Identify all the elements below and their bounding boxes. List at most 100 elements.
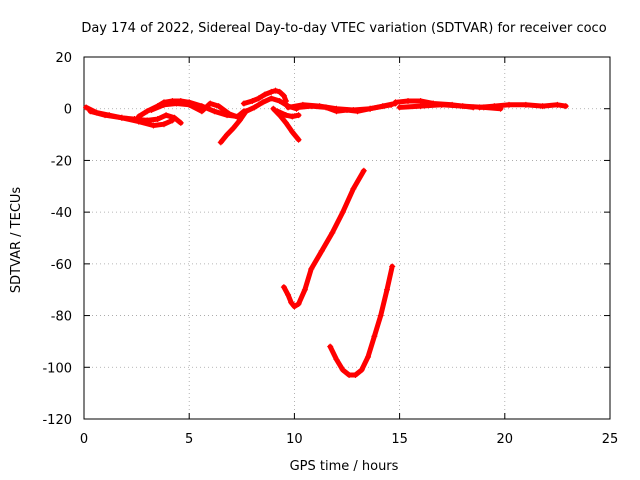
- data-point-marker: [371, 333, 378, 340]
- data-point-marker: [150, 122, 157, 129]
- data-point-marker: [270, 105, 277, 112]
- y-tick-label: -100: [42, 361, 72, 376]
- x-tick-label: 0: [80, 432, 88, 447]
- data-point-marker: [268, 95, 275, 102]
- data-point-marker: [102, 112, 109, 119]
- data-point-marker: [318, 247, 325, 254]
- data-point-marker: [289, 128, 296, 135]
- data-point-marker: [135, 113, 142, 120]
- data-point-marker: [272, 87, 279, 94]
- data-point-marker: [491, 103, 498, 110]
- data-point-marker: [379, 103, 386, 110]
- data-point-marker: [360, 167, 367, 174]
- data-point-marker: [333, 108, 340, 115]
- data-point-marker: [230, 125, 237, 132]
- data-point-marker: [308, 103, 315, 110]
- data-point-marker: [280, 284, 287, 291]
- data-point-marker: [169, 117, 176, 124]
- data-point-marker: [173, 100, 180, 107]
- data-point-marker: [417, 97, 424, 104]
- y-tick-label: -60: [51, 258, 72, 273]
- x-tick-label: 20: [497, 432, 514, 447]
- data-point-marker: [83, 104, 90, 111]
- data-point-marker: [276, 97, 283, 104]
- data-point-marker: [280, 92, 287, 99]
- data-point-marker: [333, 356, 340, 363]
- x-tick-label: 15: [391, 432, 408, 447]
- data-point-marker: [339, 366, 346, 373]
- y-axis-title: SDTVAR / TECUs: [9, 187, 24, 294]
- data-point-marker: [288, 299, 295, 306]
- plot-frame: [83, 56, 611, 420]
- data-point-marker: [383, 286, 390, 293]
- y-tick-label: 20: [55, 51, 72, 66]
- data-point-marker: [215, 103, 222, 110]
- data-point-marker: [211, 108, 218, 115]
- data-point-marker: [358, 366, 365, 373]
- data-point-marker: [144, 108, 151, 115]
- data-point-marker: [118, 114, 125, 121]
- data-point-marker: [392, 99, 399, 106]
- data-point-marker: [562, 103, 569, 110]
- data-point-marker: [365, 353, 372, 360]
- data-point-marker: [226, 110, 233, 117]
- data-point-marker: [308, 266, 315, 273]
- data-point-marker: [154, 116, 161, 123]
- series-track-4: [148, 100, 243, 121]
- series-track-11: [295, 100, 399, 115]
- data-point-marker: [240, 100, 247, 107]
- data-point-marker: [291, 303, 298, 310]
- data-point-marker: [354, 108, 361, 115]
- data-point-marker: [282, 112, 289, 119]
- data-point-marker: [377, 312, 384, 319]
- data-point-marker: [396, 104, 403, 111]
- data-point-marker: [405, 97, 412, 104]
- data-point-marker: [322, 104, 329, 111]
- data-point-marker: [285, 291, 292, 298]
- data-point-marker: [160, 121, 167, 128]
- data-point-marker: [261, 91, 268, 98]
- axis-ticks: 0 5 10 15 20 25 -120 -100 -80 -60 -40 -20 0 20: [42, 51, 618, 447]
- series-track-9: [274, 108, 302, 120]
- data-point-marker: [255, 95, 262, 102]
- series-track-6: [240, 87, 289, 107]
- data-point-marker: [268, 88, 275, 95]
- y-tick-label: -40: [51, 206, 72, 221]
- data-point-marker: [177, 119, 184, 126]
- data-point-marker: [350, 185, 357, 192]
- data-points: [83, 87, 569, 379]
- data-point-marker: [367, 105, 374, 112]
- data-point-marker: [327, 343, 334, 350]
- x-tick-label: 25: [602, 432, 619, 447]
- data-point-marker: [243, 108, 250, 115]
- data-point-marker: [389, 263, 396, 270]
- data-point-marker: [522, 101, 529, 108]
- series-track-2: [87, 108, 176, 129]
- data-point-marker: [236, 117, 243, 124]
- x-axis-title: GPS time / hours: [290, 459, 399, 474]
- data-point-marker: [148, 107, 155, 114]
- data-point-marker: [186, 101, 193, 108]
- data-point-marker: [476, 104, 483, 111]
- series-track-14: [476, 101, 569, 111]
- data-point-marker: [217, 139, 224, 146]
- data-point-marker: [259, 99, 266, 106]
- series-trace: [327, 263, 395, 378]
- data-point-marker: [198, 108, 205, 115]
- data-point-marker: [295, 136, 302, 143]
- x-tick-label: 5: [185, 432, 193, 447]
- chart-title: Day 174 of 2022, Sidereal Day-to-day VTE…: [81, 21, 606, 36]
- data-point-marker: [160, 101, 167, 108]
- y-tick-label: -120: [42, 413, 72, 428]
- data-point-marker: [295, 112, 302, 119]
- data-point-marker: [554, 101, 561, 108]
- data-point-marker: [344, 107, 350, 114]
- data-point-marker: [417, 103, 424, 110]
- data-point-marker: [459, 103, 466, 110]
- data-point-marker: [285, 104, 292, 111]
- data-point-marker: [295, 300, 302, 307]
- x-tick-label: 10: [286, 432, 303, 447]
- data-point-marker: [295, 104, 302, 111]
- data-point-marker: [224, 131, 231, 138]
